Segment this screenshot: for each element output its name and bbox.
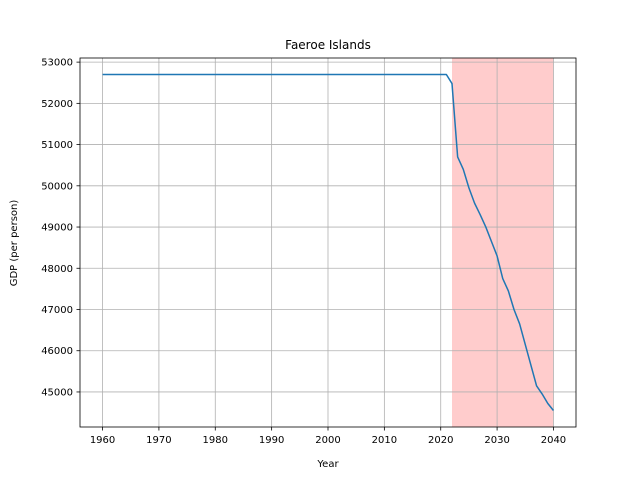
- y-tick-label-52000: 52000: [41, 99, 73, 110]
- x-tick-label-2000: 2000: [315, 435, 340, 446]
- y-tick-label-48000: 48000: [41, 264, 73, 275]
- forecast-shaded-region-layer: [452, 58, 554, 427]
- x-tick-label-1980: 1980: [203, 435, 228, 446]
- x-axis-label: Year: [316, 459, 339, 470]
- y-tick-label-51000: 51000: [41, 140, 73, 151]
- x-tick-label-2010: 2010: [372, 435, 397, 446]
- y-tick-label-45000: 45000: [41, 387, 73, 398]
- y-tick-label-53000: 53000: [41, 58, 73, 69]
- y-axis-label: GDP (per person): [9, 200, 20, 287]
- series-line-0: [102, 73, 555, 411]
- chart-title: Faeroe Islands: [285, 38, 371, 52]
- x-tick-label-2040: 2040: [541, 435, 566, 446]
- y-tick-label-47000: 47000: [41, 305, 73, 316]
- x-tick-label-2030: 2030: [484, 435, 509, 446]
- y-tick-label-46000: 46000: [41, 346, 73, 357]
- x-tick-label-2020: 2020: [428, 435, 453, 446]
- y-tick-label-50000: 50000: [41, 181, 73, 192]
- series-layer: [102, 73, 555, 411]
- y-tick-label-49000: 49000: [41, 223, 73, 234]
- forecast-shaded-region: [452, 58, 554, 427]
- x-tick-label-1990: 1990: [259, 435, 284, 446]
- ticks-layer: 1960 1970 1980 1990 2000 2010 2020 2030 2040 4500…: [41, 58, 566, 446]
- x-tick-label-1960: 1960: [90, 435, 115, 446]
- grid-layer: [80, 58, 576, 427]
- x-tick-label-1970: 1970: [146, 435, 171, 446]
